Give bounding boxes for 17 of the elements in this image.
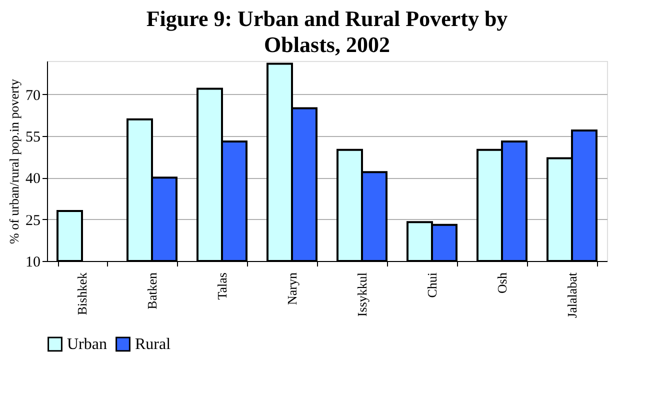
y-tick-label: 55	[26, 130, 40, 146]
chart-title: Figure 9: Urban and Rural Poverty by Oblasts, 2002	[146, 6, 508, 57]
x-tick-label: Jalalabat	[564, 272, 580, 318]
y-tick-label: 40	[26, 171, 40, 188]
y-tick-label: 25	[26, 212, 40, 229]
x-tick-label: Batken	[144, 272, 160, 310]
legend-label: Urban	[67, 336, 107, 354]
x-tick-label: Naryn	[284, 272, 300, 305]
x-tick-label: Chui	[424, 272, 440, 298]
x-tick-label: Issykkul	[354, 272, 370, 317]
y-tick-label: 10	[26, 254, 40, 270]
x-tick-label: Bishkek	[74, 272, 90, 316]
y-tick-label: 70	[26, 88, 40, 104]
x-tick-label: Talas	[214, 272, 230, 300]
x-tick-label: Osh	[494, 272, 510, 294]
y-axis-title: % of urban/rural pop.in poverty	[6, 78, 22, 244]
legend-label: Rural	[135, 336, 172, 354]
